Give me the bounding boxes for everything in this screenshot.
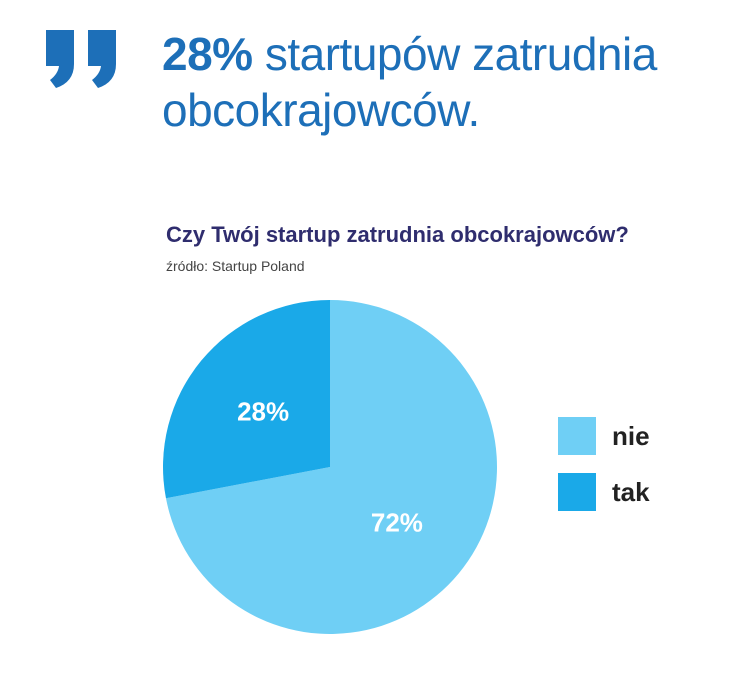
- legend-label-nie: nie: [612, 420, 650, 451]
- headline-text: startupów zatrudnia obcokrajowców.: [162, 28, 657, 136]
- headline: 28% startupów zatrudnia obcokrajowców.: [162, 26, 752, 138]
- pie-slice-tak: [163, 300, 330, 499]
- pie-chart: 72% 28%: [163, 300, 498, 634]
- quote-mark-icon: [46, 30, 116, 88]
- pie-label-tak: 28%: [237, 397, 289, 427]
- legend-label-tak: tak: [612, 476, 650, 507]
- legend-item-nie: nie: [558, 416, 650, 456]
- legend-swatch-tak: [558, 473, 596, 511]
- legend-item-tak: tak: [558, 472, 650, 512]
- chart-legend: nie tak: [558, 416, 650, 528]
- chart-source: źródło: Startup Poland: [166, 258, 305, 274]
- pie-label-nie: 72%: [371, 507, 423, 537]
- pie-slice-nie: [165, 300, 498, 634]
- chart-title: Czy Twój startup zatrudnia obcokrajowców…: [166, 222, 629, 247]
- legend-swatch-nie: [558, 417, 596, 455]
- headline-highlight: 28%: [162, 28, 253, 80]
